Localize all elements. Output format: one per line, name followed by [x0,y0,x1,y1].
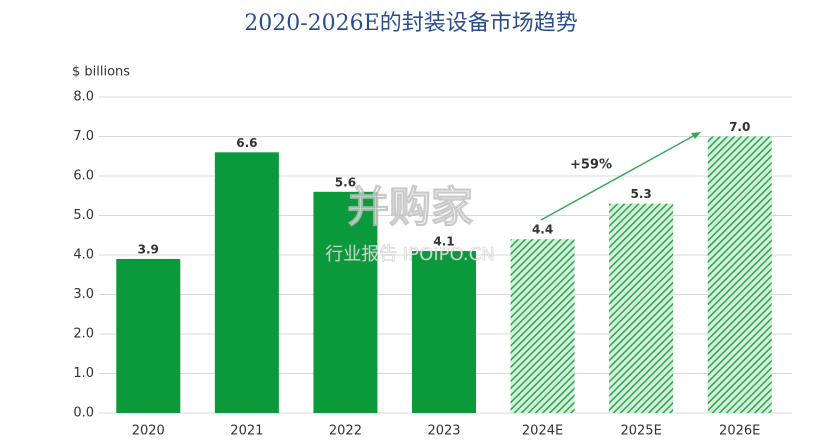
data-label: 3.9 [138,242,159,256]
data-label: 4.4 [532,223,553,237]
y-tick-label: 3.0 [73,287,94,302]
data-label: 7.0 [729,120,750,134]
y-tick-label: 6.0 [73,169,94,184]
bar [609,203,674,413]
data-label: 5.6 [335,175,356,189]
arrow-head [691,132,701,139]
x-tick-label: 2024E [522,424,563,439]
y-tick-label: 8.0 [73,90,94,105]
chart-title: 2020-2026E的封装设备市场趋势 [244,11,577,36]
bar [214,152,279,414]
data-label: 4.1 [433,235,454,249]
bar [313,191,378,413]
bar [707,136,772,413]
watermark-sub: 行业报告 IPOIPO.CN [325,244,494,265]
watermark: 并购家 [347,183,473,232]
y-tick-label: 0.0 [73,406,94,421]
x-tick-label: 2025E [620,424,661,439]
x-tick-label: 2020 [132,424,165,439]
x-tick-label: 2026E [719,424,760,439]
y-axis-label: $ billions [72,65,130,80]
y-tick-label: 1.0 [73,366,94,381]
bar [116,258,181,413]
x-tick-label: 2021 [230,424,263,439]
y-tick-label: 5.0 [73,208,94,223]
data-label: 6.6 [236,136,257,150]
data-label: 5.3 [631,187,652,201]
x-tick-label: 2022 [329,424,362,439]
trend-arrow [540,133,698,221]
y-tick-label: 7.0 [73,129,94,144]
x-tick-label: 2023 [427,424,460,439]
y-tick-label: 2.0 [73,327,94,342]
y-tick-label: 4.0 [73,248,94,263]
annotation: +59% [570,158,612,173]
bar [510,239,575,413]
bar [412,251,476,413]
